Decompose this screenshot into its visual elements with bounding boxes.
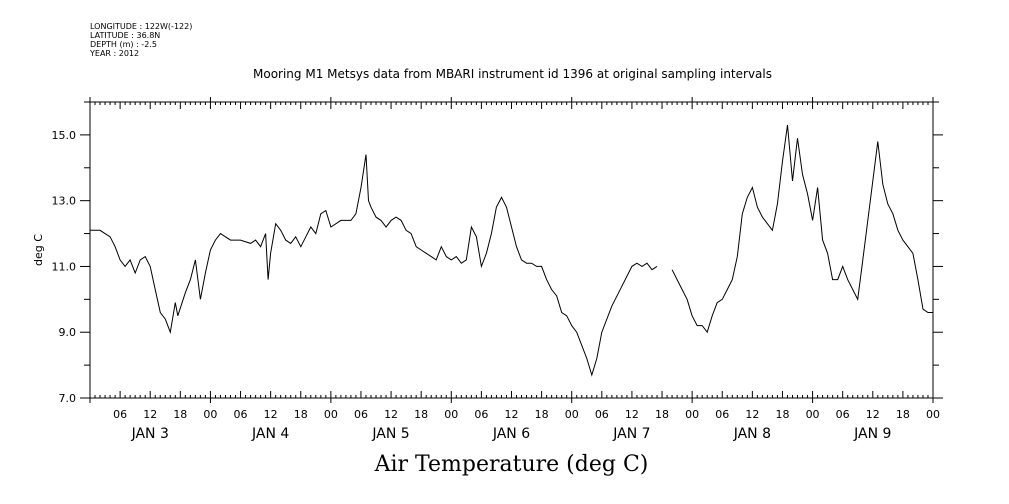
dataset-metadata: LONGITUDE : 122W(-122) LATITUDE : 36.8N …	[90, 22, 192, 58]
x-tick-label: 06	[234, 408, 248, 421]
day-label: JAN 8	[733, 426, 771, 442]
year-text: YEAR : 2012	[90, 49, 140, 58]
x-tick-label: 00	[203, 408, 217, 421]
y-tick-label: 13.0	[52, 195, 77, 208]
x-tick-label: 06	[595, 408, 609, 421]
day-label: JAN 6	[492, 426, 530, 442]
day-label: JAN 9	[853, 426, 891, 442]
day-label: JAN 7	[612, 426, 650, 442]
day-label: JAN 5	[371, 426, 409, 442]
depth-text: DEPTH (m) : -2.5	[90, 40, 157, 49]
y-axis-label: deg C	[32, 234, 45, 266]
x-tick-label: 18	[414, 408, 428, 421]
day-label: JAN 3	[131, 426, 169, 442]
x-tick-label: 12	[505, 408, 519, 421]
y-tick-label: 7.0	[59, 392, 77, 405]
x-tick-label: 12	[625, 408, 639, 421]
x-tick-label: 06	[113, 408, 127, 421]
x-tick-label: 12	[264, 408, 278, 421]
x-tick-label: 06	[715, 408, 729, 421]
x-tick-label: 00	[926, 408, 940, 421]
x-tick-label: 12	[866, 408, 880, 421]
y-tick-label: 11.0	[52, 260, 77, 273]
x-tick-label: 00	[685, 408, 699, 421]
x-tick-label: 12	[143, 408, 157, 421]
x-tick-label: 18	[775, 408, 789, 421]
series-line-air-temperature	[671, 124, 933, 334]
plot-frame	[89, 101, 934, 399]
x-tick-label: 00	[324, 408, 338, 421]
latitude-text: LATITUDE : 36.8N	[90, 31, 161, 40]
x-tick-label: 18	[173, 408, 187, 421]
x-tick-label: 06	[354, 408, 368, 421]
x-tick-label: 00	[444, 408, 458, 421]
y-tick-label: 15.0	[52, 129, 77, 142]
chart-title: Mooring M1 Metsys data from MBARI instru…	[253, 67, 772, 81]
x-tick-label: 12	[745, 408, 759, 421]
x-tick-label: 06	[836, 408, 850, 421]
x-tick-label: 18	[896, 408, 910, 421]
x-tick-label: 00	[806, 408, 820, 421]
day-label: JAN 4	[251, 426, 289, 442]
x-tick-label: 18	[655, 408, 669, 421]
y-tick-label: 9.0	[59, 326, 77, 339]
series-line-air-temperature	[90, 154, 658, 377]
x-tick-label: 18	[535, 408, 549, 421]
longitude-text: LONGITUDE : 122W(-122)	[90, 22, 193, 31]
x-tick-label: 12	[384, 408, 398, 421]
x-tick-label: 06	[474, 408, 488, 421]
x-tick-label: 00	[565, 408, 579, 421]
chart-caption: Air Temperature (deg C)	[374, 452, 649, 477]
x-tick-label: 18	[294, 408, 308, 421]
